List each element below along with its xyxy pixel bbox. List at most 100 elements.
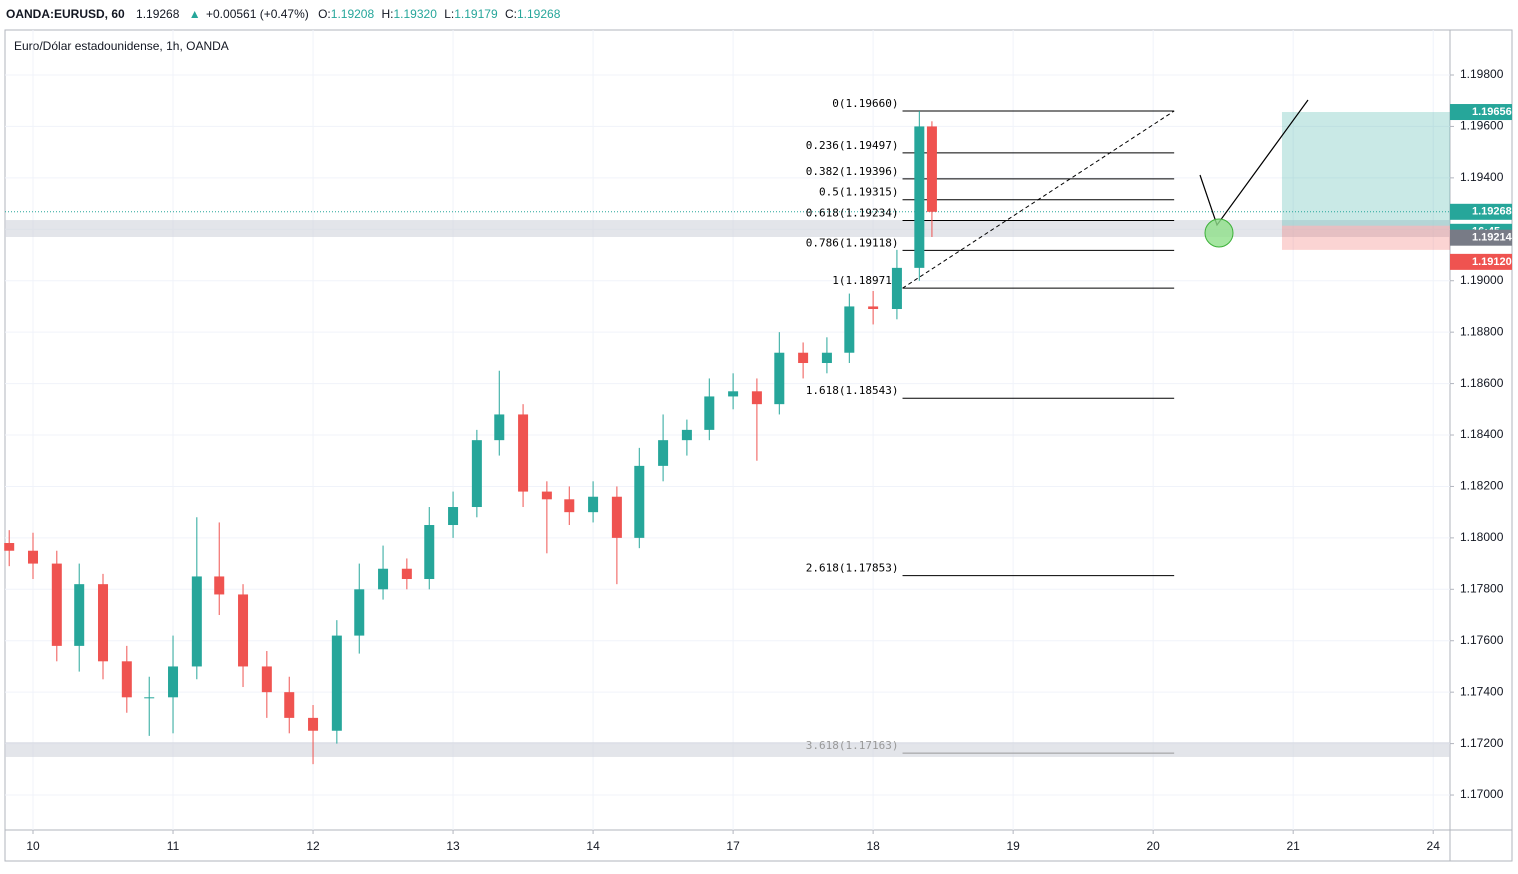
fib-label: 0.618(1.19234) [806, 207, 899, 220]
subtitle: Euro/Dólar estadounidense, 1h, OANDA [14, 39, 229, 53]
candle-body [821, 352, 832, 364]
x-tick-label: 17 [726, 839, 740, 853]
candle-body [704, 396, 715, 430]
candle-body [28, 550, 39, 564]
arrow: ▲ [189, 7, 201, 21]
x-tick-label: 19 [1006, 839, 1020, 853]
candle-body [238, 594, 249, 667]
candle-body [914, 126, 925, 268]
candle-body [926, 126, 937, 212]
candle-body [144, 697, 155, 699]
candle-body [634, 465, 645, 538]
candle-body [308, 717, 319, 731]
low-label: L: [444, 7, 454, 21]
price-label-box [1450, 229, 1512, 246]
candle-body [331, 635, 342, 731]
candle-body [121, 661, 132, 698]
candle-body [191, 576, 202, 667]
loss-zone [1281, 225, 1450, 250]
price-label-box [1450, 203, 1512, 220]
candle-body [868, 306, 879, 310]
price-label: 1.19656 [1472, 106, 1512, 118]
fib-label: 2.618(1.17853) [806, 562, 899, 575]
candle-body [51, 563, 62, 646]
low: 1.19179 [454, 7, 498, 21]
y-tick-label: 1.18200 [1460, 479, 1504, 493]
price-label-box [1450, 104, 1512, 121]
fib-label: 0.236(1.19497) [806, 139, 899, 152]
y-tick-label: 1.18000 [1460, 530, 1504, 544]
open: 1.19208 [331, 7, 375, 21]
candle-body [588, 496, 599, 513]
candle-body [681, 429, 692, 441]
x-tick-label: 20 [1146, 839, 1160, 853]
y-tick-label: 1.19400 [1460, 170, 1504, 184]
candle-body [658, 440, 669, 466]
fib-label: 3.618(1.17163) [806, 739, 899, 752]
candle-body [891, 267, 902, 310]
y-tick-label: 1.17600 [1460, 633, 1504, 647]
fib-label: 1(1.18971) [832, 274, 898, 287]
candle-body [4, 543, 15, 551]
y-tick-label: 1.17200 [1460, 736, 1504, 750]
candle-body [284, 692, 295, 718]
frame [4, 29, 1513, 862]
fib-label: 0(1.19660) [832, 97, 898, 110]
y-tick-label: 1.17800 [1460, 581, 1504, 595]
close-label: C: [505, 7, 517, 21]
x-tick-label: 13 [446, 839, 460, 853]
y-tick-label: 1.17400 [1460, 684, 1504, 698]
change: +0.00561 (+0.47%) [206, 7, 309, 21]
price-label: 1.19268 [1472, 206, 1512, 218]
candle-body [798, 352, 809, 364]
candle-body [378, 568, 389, 590]
x-tick-label: 11 [167, 839, 180, 853]
fib-label: 0.5(1.19315) [819, 186, 898, 199]
y-tick-label: 1.18800 [1460, 324, 1504, 338]
price-label: 1.19214 [1472, 232, 1513, 244]
header: OANDA:EURUSD, 60 1.19268 ▲ +0.00561 (+0.… [6, 7, 561, 21]
fib-label: 0.382(1.19396) [806, 165, 899, 178]
candle-body [611, 496, 622, 538]
candle-body [214, 576, 225, 595]
y-tick-label: 1.19000 [1460, 273, 1504, 287]
last: 1.19268 [136, 7, 180, 21]
candle-body [564, 499, 575, 513]
profit-zone [1281, 112, 1450, 226]
x-tick-label: 18 [866, 839, 880, 853]
zone [5, 742, 1450, 757]
fib-label: 1.618(1.18543) [806, 384, 899, 397]
candle-body [844, 306, 855, 353]
plot: 0(1.19660) 0.236(1.19497) 0.382(1.19396) 0.… [4, 30, 1454, 834]
candle-body [751, 391, 762, 405]
x-tick-label: 24 [1427, 839, 1441, 853]
price-label: 1.19120 [1472, 256, 1512, 268]
candle-body [518, 414, 529, 492]
zone [5, 220, 1450, 238]
x-tick-label: 21 [1286, 839, 1300, 853]
candle-body [774, 352, 785, 405]
price-label-box [1450, 253, 1512, 270]
candle-body [401, 568, 412, 580]
entry-marker [1204, 218, 1234, 248]
candle-body [354, 589, 365, 636]
candle-body [494, 414, 505, 441]
y-tick-label: 1.18600 [1460, 376, 1504, 390]
candle-body [261, 666, 272, 693]
symbol: OANDA:EURUSD, 60 [6, 7, 125, 21]
close: 1.19268 [517, 7, 561, 21]
candle-body [424, 525, 435, 580]
x-tick-label: 10 [26, 839, 40, 853]
y-tick-label: 1.17000 [1460, 787, 1504, 801]
y-tick-label: 1.18400 [1460, 427, 1504, 441]
x-tick-label: 12 [306, 839, 320, 853]
trend-line [902, 110, 1175, 289]
candle-body [541, 491, 552, 500]
fib-label: 0.786(1.19118) [806, 236, 899, 249]
candle-body [728, 391, 739, 397]
candle-body [168, 666, 179, 698]
open-label: O: [318, 7, 331, 21]
candle-body [74, 584, 85, 646]
x-tick-label: 14 [586, 839, 600, 853]
high: 1.19320 [394, 7, 438, 21]
